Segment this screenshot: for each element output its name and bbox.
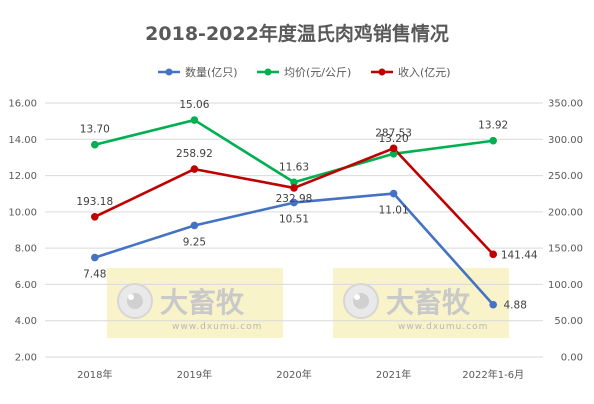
right-tick-label: 50.00 [554, 316, 583, 327]
data-point [290, 198, 298, 207]
data-label: 141.44 [501, 249, 538, 261]
data-labels: 7.48 9.25 10.51 11.01 4.88 13.70 15.06 11.63 13.… [76, 99, 537, 312]
legend: 数量(亿只) 均价(元/公斤) 收入(亿元) [158, 65, 451, 79]
legend-marker [378, 68, 386, 76]
x-tick-label: 2018年 [77, 368, 112, 381]
data-point [489, 136, 498, 145]
left-tick-label: 8.00 [15, 244, 37, 255]
data-label: 232.98 [276, 193, 313, 205]
watermarks: 大畜牧 www.dxumu.com 大畜牧 www.dxumu.com [107, 268, 509, 338]
left-tick-label: 6.00 [15, 280, 37, 291]
data-label: 287.53 [375, 127, 412, 139]
data-point [190, 116, 199, 124]
legend-marker [165, 68, 173, 76]
left-tick-label: 4.00 [15, 316, 37, 327]
left-tick-label: 12.00 [8, 171, 37, 182]
data-label: 13.20 [379, 133, 409, 145]
data-point [91, 253, 99, 262]
data-label: 13.70 [80, 124, 110, 136]
data-point [389, 150, 398, 158]
data-point [91, 213, 99, 221]
left-tick-label: 14.00 [8, 135, 37, 146]
right-tick-label: 150.00 [548, 244, 583, 255]
right-tick-label: 250.00 [548, 171, 583, 182]
data-label: 15.06 [179, 99, 209, 111]
data-point [489, 300, 498, 309]
watermark-left: 大畜牧 www.dxumu.com [107, 268, 283, 338]
right-tick-label: 200.00 [548, 207, 583, 218]
right-tick-label: 100.00 [548, 280, 583, 291]
data-label: 258.92 [176, 148, 213, 160]
watermark-brand-right: 大畜牧 [386, 286, 471, 319]
data-label: 10.51 [279, 214, 309, 226]
data-label: 13.92 [478, 120, 508, 132]
left-tick-label: 10.00 [8, 207, 37, 218]
x-tick-label: 2020年 [276, 368, 311, 381]
legend-label: 均价(元/公斤) [284, 66, 351, 79]
x-tick-label: 2019年 [177, 368, 212, 381]
chart-title: 2018-2022年度温氏肉鸡销售情况 [145, 22, 449, 45]
watermark-brand-left: 大畜牧 [160, 286, 245, 319]
legend-label: 数量(亿只) [185, 66, 238, 79]
x-tick-label: 2021年 [376, 368, 411, 381]
left-axis: 2.00 4.00 6.00 8.00 10.00 12.00 14.00 16.00 [8, 99, 37, 364]
data-label: 11.63 [279, 161, 309, 173]
data-point [190, 221, 199, 230]
data-label: 9.25 [183, 236, 206, 248]
data-point [190, 165, 199, 173]
data-point [91, 140, 99, 149]
watermark-url-right: www.dxumu.com [398, 322, 488, 332]
data-point [290, 184, 298, 192]
left-tick-label: 16.00 [8, 99, 37, 110]
x-axis: 2018年 2019年 2020年 2021年 2022年1-6月 [77, 368, 524, 381]
legend-marker [264, 68, 272, 76]
series-points [91, 116, 498, 309]
data-label: 193.18 [76, 196, 113, 208]
left-tick-label: 2.00 [15, 353, 37, 364]
data-label: 7.48 [83, 269, 106, 281]
legend-label: 收入(亿元) [398, 65, 451, 79]
data-point [389, 189, 398, 198]
data-label: 4.88 [504, 300, 527, 312]
grid [45, 102, 543, 358]
right-tick-label: 300.00 [548, 135, 583, 146]
right-axis: 0.00 50.00 100.00 150.00 200.00 250.00 300.00 3… [548, 99, 583, 364]
watermark-url-left: www.dxumu.com [172, 322, 262, 332]
data-point [290, 178, 298, 187]
data-point [489, 250, 498, 259]
watermark-right: 大畜牧 www.dxumu.com [333, 268, 509, 338]
data-label: 11.01 [379, 205, 409, 217]
x-tick-label: 2022年1-6月 [462, 368, 524, 381]
data-point [389, 144, 398, 153]
right-tick-label: 0.00 [561, 353, 583, 364]
right-tick-label: 350.00 [548, 99, 583, 110]
